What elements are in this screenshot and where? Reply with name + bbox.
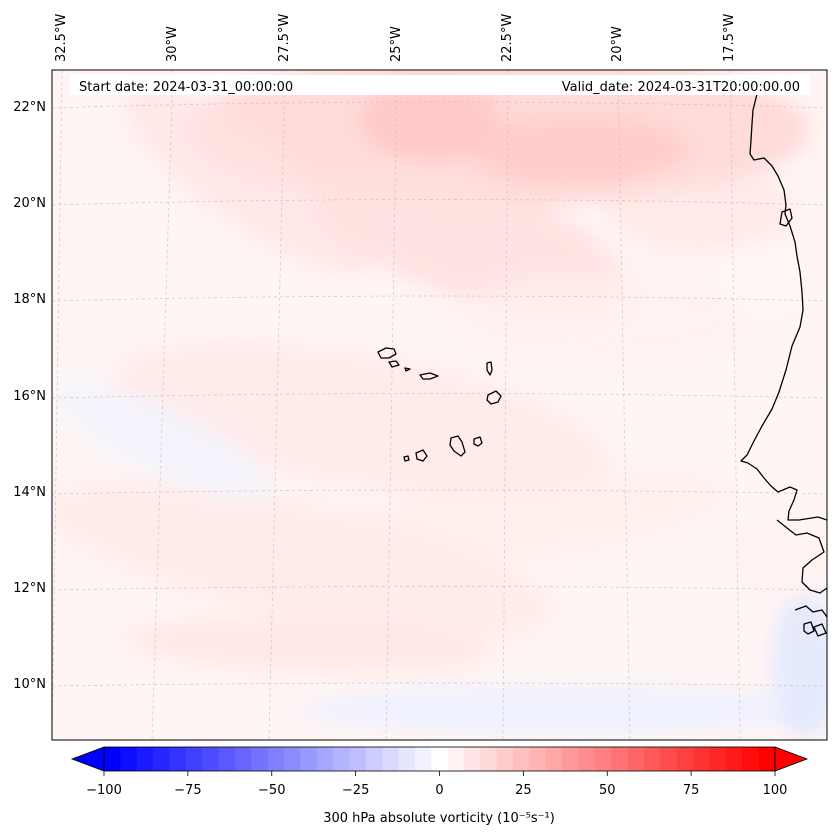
map-frame bbox=[51, 69, 828, 741]
colorbar-segment bbox=[169, 747, 187, 771]
vorticity-field bbox=[52, 70, 827, 740]
lat-label: 10°N bbox=[13, 677, 46, 692]
valid-date-label: Valid_date: 2024-03-31T20:00:00.00 bbox=[562, 80, 800, 95]
island-sao-nicolau bbox=[419, 372, 439, 380]
island-maio bbox=[473, 436, 483, 447]
guinea-bissau-coastline bbox=[776, 519, 827, 594]
colorbar-segment bbox=[316, 747, 334, 771]
colorbar-segment bbox=[709, 747, 727, 771]
lat-label: 20°N bbox=[13, 196, 46, 211]
island-santiago bbox=[449, 435, 466, 457]
colorbar-segment bbox=[414, 747, 432, 771]
colorbar-right-extension bbox=[774, 746, 809, 772]
colorbar-segment bbox=[742, 747, 760, 771]
lon-label: 27.5°W bbox=[277, 14, 292, 62]
island-sao-vicente bbox=[388, 360, 400, 368]
colorbar-segment bbox=[676, 747, 694, 771]
colorbar-ticks: −100 −75 −50 −25 0 25 50 75 100 bbox=[86, 771, 787, 798]
colorbar-segment bbox=[202, 747, 220, 771]
colorbar-tick-label: 25 bbox=[515, 783, 532, 798]
lat-label: 18°N bbox=[13, 292, 46, 307]
colorbar-segment bbox=[251, 747, 269, 771]
island-fogo bbox=[415, 449, 428, 462]
colorbar-segment bbox=[300, 747, 318, 771]
colorbar-tick-label: 100 bbox=[763, 783, 788, 798]
lat-label: 22°N bbox=[13, 100, 46, 115]
colorbar-segment bbox=[725, 747, 743, 771]
colorbar-tick-label: −100 bbox=[86, 783, 122, 798]
colorbar-segment bbox=[431, 747, 449, 771]
cape-verde-islands bbox=[377, 347, 502, 462]
lat-label: 16°N bbox=[13, 389, 46, 404]
colorbar: −100 −75 −50 −25 0 25 50 75 100 300 hPa absolute… bbox=[70, 746, 809, 826]
lat-label: 12°N bbox=[13, 581, 46, 596]
lat-label: 14°N bbox=[13, 485, 46, 500]
west-africa-coastline bbox=[740, 75, 827, 521]
lon-label: 25°W bbox=[389, 26, 404, 62]
guinea-coastline bbox=[794, 605, 827, 618]
colorbar-segment bbox=[611, 747, 629, 771]
map-panel: Start date: 2024-03-31_00:00:00 Valid_da… bbox=[52, 70, 827, 740]
colorbar-segment bbox=[578, 747, 596, 771]
colorbar-segment bbox=[529, 747, 547, 771]
colorbar-segment bbox=[562, 747, 580, 771]
colorbar-left-extension bbox=[70, 746, 105, 772]
colorbar-segment bbox=[594, 747, 612, 771]
colorbar-segment bbox=[693, 747, 711, 771]
colorbar-segment bbox=[153, 747, 171, 771]
colorbar-segment bbox=[284, 747, 301, 771]
colorbar-segment bbox=[218, 747, 236, 771]
colorbar-segment bbox=[480, 747, 498, 771]
lon-label: 17.5°W bbox=[722, 14, 737, 62]
colorbar-segment bbox=[513, 747, 531, 771]
colorbar-segments bbox=[104, 747, 776, 771]
date-header-background bbox=[70, 75, 810, 95]
colorbar-segment bbox=[758, 747, 776, 771]
coastal-islet bbox=[813, 623, 827, 637]
colorbar-tick-label: −50 bbox=[258, 783, 285, 798]
graticule bbox=[52, 70, 827, 740]
lon-label: 32.5°W bbox=[54, 14, 69, 62]
lon-label: 20°W bbox=[610, 26, 625, 62]
colorbar-tick-label: −75 bbox=[174, 783, 201, 798]
colorbar-segment bbox=[234, 747, 252, 771]
colorbar-segment bbox=[447, 747, 465, 771]
longitude-labels: 32.5°W 30°W 27.5°W 25°W 22.5°W 20°W 17.5… bbox=[54, 14, 737, 62]
colorbar-segment bbox=[185, 747, 203, 771]
lon-label: 22.5°W bbox=[500, 14, 515, 62]
island-brava bbox=[403, 455, 410, 462]
colorbar-segment bbox=[644, 747, 662, 771]
colorbar-tick-label: −25 bbox=[342, 783, 369, 798]
colorbar-segment bbox=[545, 747, 563, 771]
latitude-labels: 22°N 20°N 18°N 16°N 14°N 12°N 10°N bbox=[13, 100, 46, 692]
colorbar-segment bbox=[627, 747, 645, 771]
colorbar-label: 300 hPa absolute vorticity (10⁻⁵s⁻¹) bbox=[323, 811, 555, 826]
colorbar-segment bbox=[496, 747, 514, 771]
colorbar-segment bbox=[365, 747, 383, 771]
island-santa-luzia bbox=[404, 367, 411, 372]
island-boa-vista bbox=[486, 390, 502, 405]
colorbar-segment bbox=[349, 747, 367, 771]
colorbar-tick-label: 50 bbox=[599, 783, 616, 798]
coastal-islet bbox=[803, 621, 815, 635]
colorbar-segment bbox=[267, 747, 285, 771]
coastal-islet bbox=[779, 208, 793, 227]
colorbar-segment bbox=[104, 747, 121, 771]
colorbar-tick-label: 0 bbox=[435, 783, 443, 798]
colorbar-tick-label: 75 bbox=[683, 783, 700, 798]
colorbar-segment bbox=[120, 747, 138, 771]
colorbar-segment bbox=[136, 747, 154, 771]
lon-label: 30°W bbox=[165, 26, 180, 62]
island-sal bbox=[486, 361, 493, 376]
colorbar-segment bbox=[382, 747, 400, 771]
island-santo-antao bbox=[377, 347, 397, 359]
colorbar-segment bbox=[398, 747, 416, 771]
colorbar-segment bbox=[333, 747, 351, 771]
start-date-label: Start date: 2024-03-31_00:00:00 bbox=[79, 80, 293, 95]
colorbar-segment bbox=[660, 747, 678, 771]
colorbar-segment bbox=[464, 747, 482, 771]
